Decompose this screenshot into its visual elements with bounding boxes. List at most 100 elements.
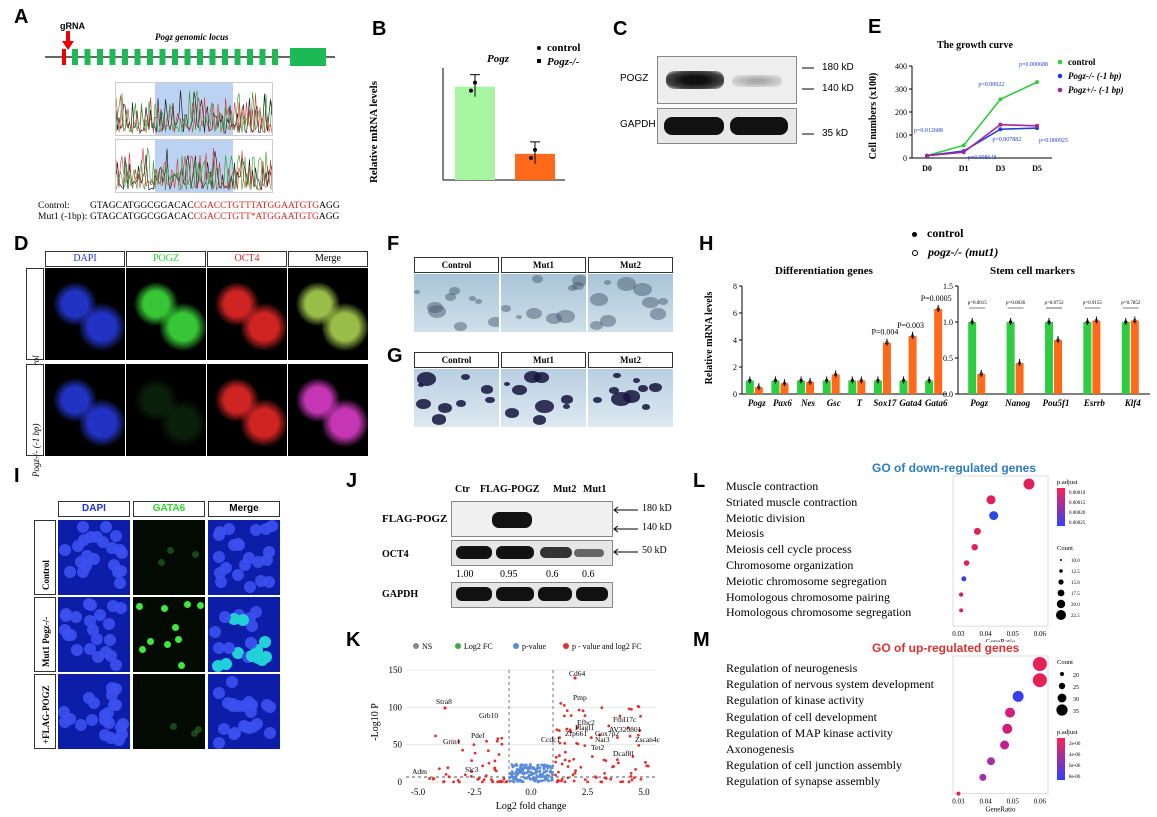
h-point — [850, 378, 854, 383]
control-label: Control: — [38, 201, 70, 211]
h-bar — [857, 380, 866, 394]
h-point — [970, 320, 974, 324]
h-bar — [1130, 320, 1139, 394]
i-row-label: +FLAG-POGZ — [34, 674, 56, 749]
k-point-sig — [493, 759, 497, 763]
j-col-mut2: Mut2 — [553, 484, 577, 495]
exon-box — [197, 49, 203, 65]
k-point-sig — [563, 741, 567, 745]
k-point-sig — [639, 777, 643, 781]
go-term-label: Regulation of synapse assembly — [726, 774, 881, 789]
exon-box — [97, 49, 103, 65]
e-ytick-label: 0 — [903, 154, 907, 163]
k-point-sig — [502, 777, 506, 781]
exon-box — [234, 49, 241, 65]
panel-label-j: J — [346, 470, 358, 492]
k-point-pvalue — [534, 771, 538, 775]
k-point-pvalue — [542, 765, 546, 769]
d-micrograph — [288, 268, 368, 360]
k-point-sig — [560, 762, 564, 766]
j-row-gapdh: GAPDH — [382, 589, 419, 600]
k-point-sig — [480, 780, 484, 784]
l-count-tick: 20.0 — [1071, 603, 1080, 608]
h-xtick-label: Pogz — [748, 398, 766, 408]
mut-seq-red-1: CGACCTGTT — [193, 212, 251, 222]
go-xlabel: GeneRatio — [986, 638, 1016, 642]
l-count-dot — [1060, 559, 1062, 561]
go-dot — [971, 544, 978, 551]
k-point-pvalue — [526, 769, 530, 773]
m-padj-tick: 4e-06 — [1069, 753, 1081, 758]
k-xtick-label: 5.0 — [638, 787, 650, 797]
h-point — [1047, 320, 1051, 324]
d-row-label: Pogz-/- (-1 bp) — [26, 364, 44, 477]
i-micrograph — [133, 597, 205, 672]
k-point-sig — [583, 744, 587, 748]
b-legend-square — [537, 59, 541, 63]
k-point-pvalue — [528, 773, 532, 777]
d-micrograph — [288, 364, 368, 456]
e-legend-marker — [1057, 87, 1063, 93]
k-point-pvalue — [525, 776, 529, 780]
i-row-label-text: Control — [41, 560, 51, 590]
k-gene-label: FthI17c — [613, 715, 637, 724]
k-point-sig — [500, 742, 504, 746]
k-point-sig — [602, 758, 606, 762]
l-count-tick: 10.0 — [1071, 559, 1080, 564]
k-point-sig — [562, 714, 566, 718]
g-micrograph — [501, 369, 586, 427]
k-point-sig — [486, 749, 490, 753]
e-annotation: p=0.00022 — [978, 82, 1004, 88]
f-micrograph — [414, 274, 499, 332]
exon-box — [84, 49, 91, 65]
l-count-title: Count — [1057, 545, 1073, 552]
k-point-sig — [447, 775, 451, 779]
k-point-pvalue — [530, 777, 534, 781]
h-bar — [882, 342, 891, 394]
l-count-tick: 12.5 — [1071, 570, 1080, 575]
e-point — [998, 97, 1003, 102]
h-point — [808, 380, 812, 384]
d-col-header: DAPI — [45, 251, 125, 267]
k-point-pvalue — [511, 765, 515, 768]
k-point-sig — [461, 748, 465, 752]
k-point-sig — [563, 758, 567, 762]
k-point-sig — [437, 767, 441, 771]
k-point-sig — [555, 780, 559, 784]
k-point-sig — [627, 780, 631, 784]
e-xtick-label: D1 — [959, 164, 969, 173]
wb-c-markers — [802, 67, 814, 135]
m-padj-tick: 2e-06 — [1069, 742, 1081, 747]
k-point-sig — [485, 739, 489, 743]
wb-c-pogz-blot — [657, 56, 797, 104]
k-legend-label: NS — [422, 642, 432, 651]
f-col-header: Mut1 — [501, 257, 586, 273]
k-point-sig — [557, 729, 561, 732]
k-point-sig — [557, 770, 560, 774]
h-legend-label-mut: pogz-/- (mut1) — [928, 245, 999, 259]
go-dot — [1000, 740, 1010, 750]
k-legend-dot — [563, 643, 569, 649]
e-ylabel: Cell numbers (x100) — [868, 73, 879, 160]
chromatogram-control — [115, 82, 273, 136]
exon-box — [184, 49, 191, 65]
k-point-sig — [590, 755, 594, 758]
h-ytick-label: 1.0 — [943, 318, 953, 327]
l-count-dot — [1056, 610, 1066, 620]
go-term-label: Homologous chromosome segregation — [726, 605, 912, 620]
h-ytick-label: 1.5 — [943, 282, 953, 291]
h-bar — [1092, 320, 1101, 394]
k-point-sig — [504, 780, 508, 784]
go-dot — [956, 791, 961, 796]
j-marker-50: 50 kD — [642, 545, 667, 556]
g-col-header: Mut2 — [588, 352, 673, 368]
d-col-header: POGZ — [126, 251, 206, 267]
m-count-dot — [1057, 693, 1067, 703]
l-count-tick: 22.5 — [1071, 614, 1080, 619]
go-dot — [987, 757, 995, 766]
k-point-sig — [481, 764, 485, 768]
panel-label-l: L — [693, 470, 706, 492]
e-point — [1035, 80, 1039, 85]
k-gene-label: Zfp661 — [565, 729, 587, 738]
go-term-label: Meiosis cell cycle process — [726, 542, 852, 557]
